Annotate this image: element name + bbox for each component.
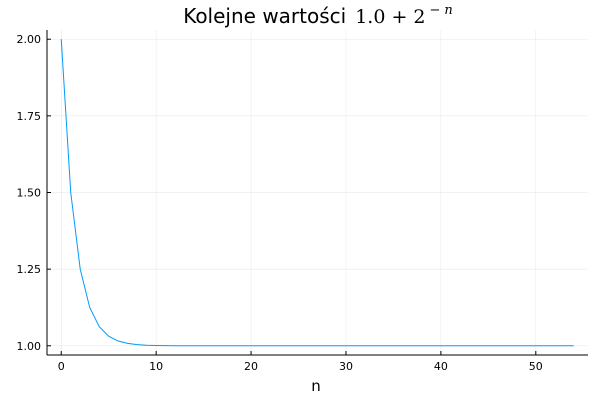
series-layer (60, 39, 574, 347)
y-tick-label: 1.75 (17, 110, 42, 123)
y-tick-label: 1.00 (17, 340, 42, 353)
chart-title-text: Kolejne wartości (183, 4, 346, 28)
chart-title-sup-sign: − (430, 3, 441, 18)
y-ticks: 1.00 1.25 1.50 1.75 2.00 (17, 33, 51, 353)
grid (47, 30, 588, 355)
x-tick-label: 30 (339, 360, 353, 373)
chart-title-sup-var: n (444, 3, 452, 18)
x-tick-label: 0 (58, 360, 65, 373)
y-tick-label: 1.25 (17, 263, 42, 276)
x-ticks: 0 10 20 30 40 50 (58, 351, 543, 373)
y-tick-label: 2.00 (17, 33, 42, 46)
x-tick-label: 50 (529, 360, 543, 373)
x-tick-label: 10 (149, 360, 163, 373)
y-tick-label: 1.50 (17, 187, 42, 200)
chart-title-math: 1.0 + 2 (355, 6, 425, 28)
x-axis-label: n (311, 377, 321, 395)
x-tick-label: 40 (434, 360, 448, 373)
x-tick-label: 20 (244, 360, 258, 373)
series-line (60, 39, 574, 347)
chart-title: Kolejne wartości 1.0 + 2 − n (183, 1, 453, 28)
